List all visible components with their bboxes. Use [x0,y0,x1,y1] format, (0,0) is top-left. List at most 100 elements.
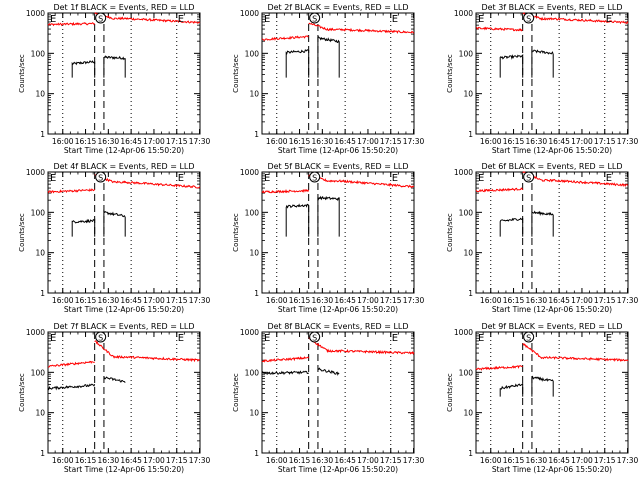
sun-marker-circle [309,171,321,183]
y-tick-label: 1 [254,130,259,139]
end-marker: E [178,173,184,184]
sun-marker: S [312,334,317,343]
series-line-segment [261,356,310,363]
y-tick-label: 1 [468,289,473,298]
events-series [499,210,554,237]
end-marker: E [392,173,398,184]
x-tick-label: 16:15 [75,296,97,305]
x-tick-label: 16:15 [289,296,311,305]
x-tick-label: 16:00 [480,137,502,146]
series-line-segment [475,365,523,371]
y-axis-label: Counts/sec [232,54,240,93]
x-tick-label: 17:15 [380,456,402,465]
sun-marker-circle [523,331,535,343]
y-tick-label: 10 [249,249,259,258]
sun-marker-group: S [309,12,321,24]
series-line-segment [552,17,629,25]
y-axis-label: Counts/sec [18,54,26,93]
x-tick-label: 17:30 [617,296,639,305]
y-tick-label: 1000 [26,9,45,18]
sun-marker: S [526,174,531,183]
y-tick-label: 1 [40,130,45,139]
y-tick-label: 1 [254,449,259,458]
sun-marker-circle [523,12,535,24]
y-tick-label: 1000 [26,328,45,337]
y-tick-label: 1 [468,130,473,139]
y-tick-label: 10 [35,90,45,99]
x-tick-label: 16:30 [526,456,548,465]
y-axis-label: Counts/sec [446,213,454,252]
chart-panel-7: Det 7f BLACK = Events, RED = LLD 1 10 100 10… [18,322,211,474]
series-line-segment [103,55,126,78]
y-tick-label: 1000 [26,168,45,177]
series-line-segment [522,342,554,360]
y-tick-label: 100 [31,208,46,217]
x-tick-label: 17:00 [357,456,379,465]
x-tick-label: 16:30 [312,296,334,305]
series-line-segment [285,203,310,237]
x-tick-label: 16:30 [312,456,334,465]
chart-panel-4: Det 4f BLACK = Events, RED = LLD 1 10 100 10… [18,162,211,314]
x-tick-label: 17:00 [143,296,165,305]
y-axis-label: Counts/sec [232,373,240,412]
series-line-segment [499,217,524,237]
x-tick-label: 16:00 [52,456,74,465]
chart-title: Det 1f BLACK = Events, RED = LLD [53,3,194,12]
x-tick-label: 16:45 [334,296,356,305]
x-tick-label: 17:00 [143,456,165,465]
x-tick-label: 16:30 [98,456,120,465]
events-series [71,209,126,237]
x-tick-label: 17:15 [166,456,188,465]
y-tick-label: 1000 [454,9,473,18]
plot-frame [261,171,415,294]
y-tick-label: 100 [459,49,474,58]
start-marker: E [478,333,484,344]
start-marker: E [478,173,484,184]
sun-marker-group: S [95,12,107,24]
lld-series [47,340,201,368]
y-tick-label: 1000 [240,9,259,18]
x-tick-label: 17:15 [380,137,402,146]
x-tick-label: 16:30 [526,137,548,146]
chart-panel-6: Det 6f BLACK = Events, RED = LLD 1 10 100 10… [446,162,639,314]
x-tick-label: 17:00 [571,296,593,305]
chart-panel-1: Det 1f BLACK = Events, RED = LLD 1 10 100 10… [18,3,211,155]
y-axis-label: Counts/sec [446,373,454,412]
x-tick-label: 16:30 [98,296,120,305]
chart-panel-3: Det 3f BLACK = Events, RED = LLD 1 10 100 10… [446,3,639,155]
events-series [499,375,554,397]
x-tick-label: 17:30 [617,456,639,465]
plot-frame [47,12,201,135]
x-tick-label: 16:45 [120,296,142,305]
x-axis-label: Start Time (12-Apr-06 15:50:20) [278,305,398,314]
sun-marker: S [526,334,531,343]
end-marker: E [392,14,398,25]
sun-marker-group: S [523,12,535,24]
end-marker: E [606,333,612,344]
x-tick-label: 16:00 [480,296,502,305]
end-marker: E [606,14,612,25]
lld-series [261,22,415,41]
x-tick-label: 17:30 [189,137,211,146]
y-tick-label: 10 [249,90,259,99]
series-line-segment [531,375,554,397]
x-tick-label: 17:30 [403,456,425,465]
y-tick-label: 1 [40,289,45,298]
sun-marker-group: S [309,331,321,343]
y-tick-label: 10 [249,409,259,418]
chart-title: Det 2f BLACK = Events, RED = LLD [267,3,408,12]
x-tick-label: 17:30 [617,137,639,146]
series-line-segment [103,376,126,383]
sun-marker-circle [523,171,535,183]
series-line-segment [317,36,340,78]
series-line-segment [338,179,415,189]
y-tick-label: 1000 [240,168,259,177]
sun-marker-circle [95,171,107,183]
y-tick-label: 1 [468,449,473,458]
x-tick-label: 16:15 [289,456,311,465]
y-tick-label: 1000 [454,328,473,337]
sun-marker-group: S [523,171,535,183]
start-marker: E [264,333,270,344]
y-axis-label: Counts/sec [18,373,26,412]
